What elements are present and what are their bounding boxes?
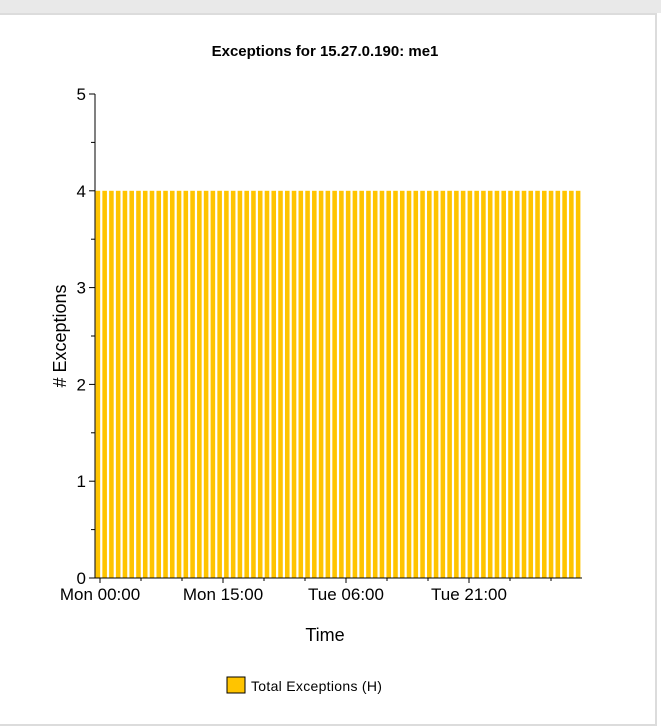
bar: [170, 190, 175, 579]
bar: [467, 190, 473, 579]
bar: [481, 190, 486, 579]
bar: [109, 190, 114, 579]
bar: [548, 190, 554, 579]
bar: [251, 190, 256, 579]
bar: [217, 190, 222, 579]
bar: [129, 190, 134, 579]
x-tick-label: Mon 15:00: [183, 585, 263, 604]
bar: [149, 190, 155, 579]
bar: [501, 190, 506, 579]
bar: [399, 190, 405, 579]
bar: [372, 190, 378, 579]
bar: [210, 190, 216, 579]
bar: [447, 190, 452, 579]
bar: [521, 190, 527, 579]
x-tick-label: Tue 06:00: [308, 585, 384, 604]
bar: [514, 190, 520, 579]
bar: [562, 190, 567, 579]
bar: [224, 190, 229, 579]
bar: [366, 190, 371, 579]
y-tick-label: 3: [77, 279, 86, 298]
bar: [359, 190, 364, 579]
bar: [542, 190, 547, 579]
bar: [406, 190, 412, 579]
bar: [569, 190, 574, 579]
bar: [291, 190, 297, 579]
bar: [264, 190, 270, 579]
bar: [427, 190, 432, 579]
bar: [460, 190, 466, 579]
bar: [305, 190, 310, 579]
bar: [142, 190, 148, 579]
y-tick-label: 1: [77, 472, 86, 491]
bar: [163, 190, 168, 579]
bar: [393, 190, 398, 579]
bar: [494, 190, 500, 579]
bar: [352, 190, 358, 579]
legend-swatch: [226, 676, 246, 694]
bar: [440, 190, 446, 579]
y-tick-label: 5: [77, 85, 86, 104]
bar: [197, 190, 202, 579]
bar: [318, 190, 324, 579]
bar: [474, 190, 479, 579]
bar: [237, 190, 243, 579]
x-tick-label: Mon 00:00: [60, 585, 140, 604]
bar: [575, 190, 581, 579]
bar: [386, 190, 392, 579]
y-tick-label: 2: [77, 375, 86, 394]
bar: [156, 190, 162, 579]
legend-label: Total Exceptions (H): [251, 678, 382, 694]
bar: [325, 190, 331, 579]
top-strip: [0, 0, 661, 13]
bar: [176, 190, 182, 579]
bar: [528, 190, 534, 579]
y-ticks-group: 0 1 2 3 4 5: [77, 85, 95, 588]
bar: [115, 190, 121, 579]
bar: [487, 190, 493, 579]
bar: [278, 190, 283, 579]
bar: [332, 190, 337, 579]
bar: [420, 190, 425, 579]
x-ticks-group: Mon 00:00 Mon 15:00 Tue 06:00 Tue 21:00: [60, 578, 552, 604]
bar: [136, 190, 141, 579]
bar: [535, 190, 540, 579]
bar: [190, 190, 195, 579]
bar: [298, 190, 304, 579]
x-axis-label: Time: [305, 625, 344, 645]
y-tick-label: 0: [77, 569, 86, 588]
chart-title: Exceptions for 15.27.0.190: me1: [212, 43, 439, 60]
bar: [203, 190, 209, 579]
bar: [413, 190, 419, 579]
bar: [271, 190, 277, 579]
bar: [508, 190, 513, 579]
bar: [244, 190, 249, 579]
bar: [257, 190, 263, 579]
bar: [555, 190, 561, 579]
bar: [433, 190, 439, 579]
bar: [454, 190, 459, 579]
bar: [284, 190, 290, 579]
bar: [95, 190, 101, 579]
bar: [183, 190, 189, 579]
bar: [379, 190, 385, 579]
bars-group: [95, 190, 581, 579]
y-tick-label: 4: [77, 182, 86, 201]
y-axis-label: # Exceptions: [50, 284, 70, 387]
bar: [230, 190, 236, 579]
bar: [345, 190, 351, 579]
bar: [339, 190, 344, 579]
bar: [122, 190, 128, 579]
bar: [312, 190, 317, 579]
bar: [102, 190, 107, 579]
x-tick-label: Tue 21:00: [431, 585, 507, 604]
